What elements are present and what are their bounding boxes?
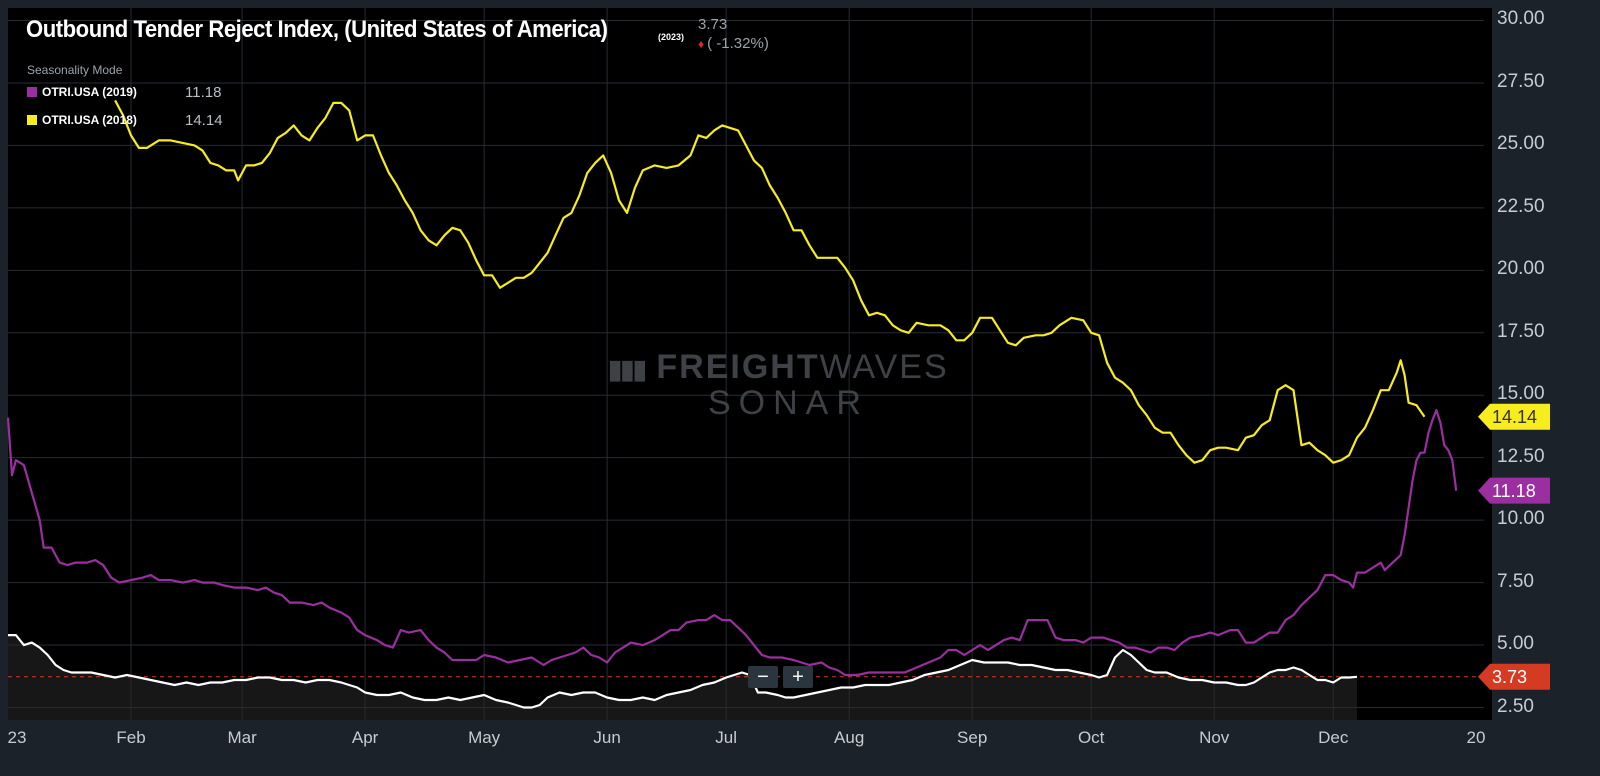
watermark-freightwaves: ▮▮▮ FREIGHTWAVES <box>608 348 949 386</box>
y-tick-label: 5.00 <box>1497 633 1534 655</box>
x-tick-label: 20 <box>1466 728 1486 747</box>
value-badge-label: 14.14 <box>1492 406 1538 427</box>
x-tick-label: Dec <box>1318 728 1349 747</box>
legend-name: OTRI.USA (2019) <box>42 85 137 99</box>
x-tick-label: 23 <box>7 728 27 747</box>
legend-value: 14.14 <box>185 111 223 129</box>
seasonality-mode-label: Seasonality Mode <box>27 63 123 77</box>
legend-name: OTRI.USA (2018) <box>42 113 137 127</box>
zoom-out-button[interactable]: − <box>748 666 778 688</box>
watermark-sonar: SONAR <box>708 384 869 422</box>
legend-value: 11.18 <box>185 83 222 101</box>
x-tick-label: Jul <box>715 728 738 747</box>
x-tick-label: Mar <box>227 728 257 747</box>
current-value: 3.73 <box>698 16 728 33</box>
y-tick-label: 15.00 <box>1497 383 1545 405</box>
x-tick-label: Apr <box>351 728 379 747</box>
series-line <box>114 99 1426 464</box>
y-tick-label: 17.50 <box>1497 320 1545 342</box>
change-percent: ( -1.32%) <box>707 35 769 52</box>
y-tick-label: 10.00 <box>1497 508 1545 530</box>
x-tick-label: Sep <box>957 728 988 747</box>
legend-item-2018[interactable]: OTRI.USA (2018) 14.14 <box>27 111 223 129</box>
current-change: ♦( -1.32%) <box>698 35 769 52</box>
x-tick-label: Feb <box>116 728 146 747</box>
y-tick-label: 2.50 <box>1497 695 1534 717</box>
x-tick-label: Aug <box>834 728 865 747</box>
value-badge-label: 11.18 <box>1492 480 1536 501</box>
x-tick-label: May <box>468 728 501 747</box>
y-tick-label: 7.50 <box>1497 570 1534 592</box>
plot-area <box>8 8 1492 720</box>
legend-swatch <box>27 115 37 125</box>
value-badge-label: 3.73 <box>1492 666 1528 687</box>
y-tick-label: 20.00 <box>1497 258 1545 280</box>
y-tick-label: 22.50 <box>1497 195 1545 217</box>
series-lines <box>6 99 1458 709</box>
area-otri-2023 <box>8 635 1357 720</box>
y-tick-label: 30.00 <box>1497 8 1545 30</box>
series-line <box>8 634 1358 709</box>
legend-swatch <box>27 87 37 97</box>
x-tick-label: Jun <box>593 728 621 747</box>
x-tick-label: Nov <box>1199 728 1230 747</box>
y-tick-label: 27.50 <box>1497 70 1545 92</box>
y-tick-label: 12.50 <box>1497 445 1545 467</box>
sonar-bars-icon: ▮▮▮ <box>608 354 647 384</box>
change-down-icon: ♦ <box>698 37 705 51</box>
title-year: (2023) <box>658 32 685 42</box>
y-tick-label: 25.00 <box>1497 133 1545 155</box>
series-line <box>6 409 1458 677</box>
chart-title: Outbound Tender Reject Index, (United St… <box>26 16 608 43</box>
zoom-in-button[interactable]: + <box>783 666 813 688</box>
x-tick-label: Oct <box>1077 728 1105 747</box>
legend-item-2019[interactable]: OTRI.USA (2019) 11.18 <box>27 83 221 101</box>
